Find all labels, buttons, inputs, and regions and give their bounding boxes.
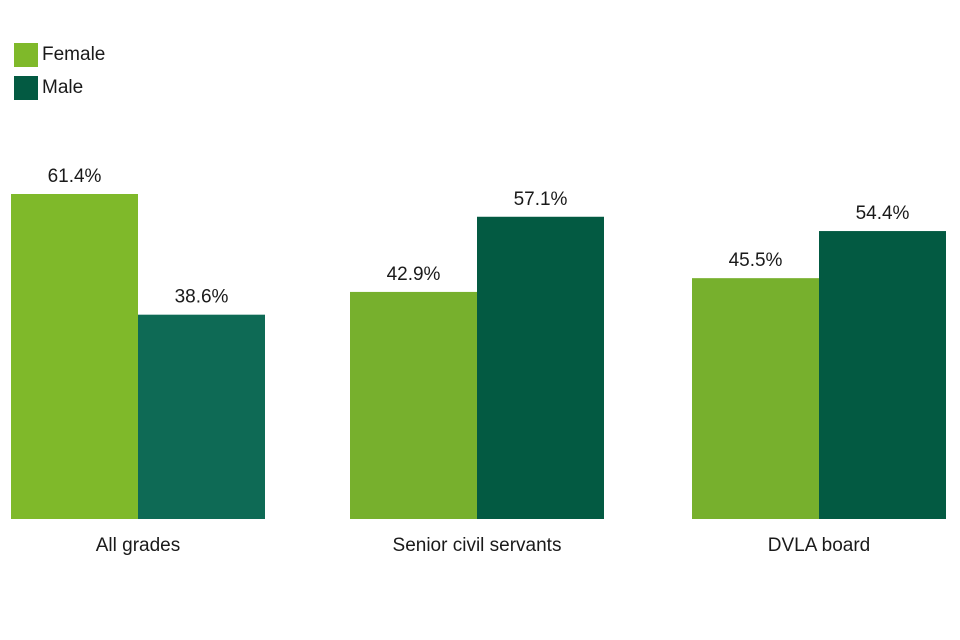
data-label-male-senior-civil-servants: 57.1% <box>514 189 568 210</box>
data-label-female-dvla-board: 45.5% <box>729 250 783 271</box>
legend-swatch-female <box>14 42 38 67</box>
chart-legend: Female Male <box>14 38 105 104</box>
bar-female-dvla-board <box>692 278 819 519</box>
data-label-male-dvla-board: 54.4% <box>856 203 910 224</box>
bar-female-senior-civil-servants <box>350 291 477 519</box>
legend-item-male: Male <box>14 71 105 104</box>
legend-swatch-male <box>14 75 38 100</box>
category-label-dvla-board: DVLA board <box>768 535 870 556</box>
bar-male-dvla-board <box>819 231 946 519</box>
legend-label-female: Female <box>42 43 106 65</box>
legend-label-male: Male <box>42 76 84 98</box>
data-label-female-all-grades: 61.4% <box>48 166 102 187</box>
bar-male-all-grades <box>138 314 265 519</box>
category-label-all-grades: All grades <box>96 535 181 556</box>
legend-item-female: Female <box>14 38 105 71</box>
bar-male-senior-civil-servants <box>477 216 604 519</box>
data-label-female-senior-civil-servants: 42.9% <box>387 264 441 285</box>
data-label-male-all-grades: 38.6% <box>175 287 229 308</box>
category-label-senior-civil-servants: Senior civil servants <box>393 535 562 556</box>
bar-female-all-grades <box>11 194 138 519</box>
